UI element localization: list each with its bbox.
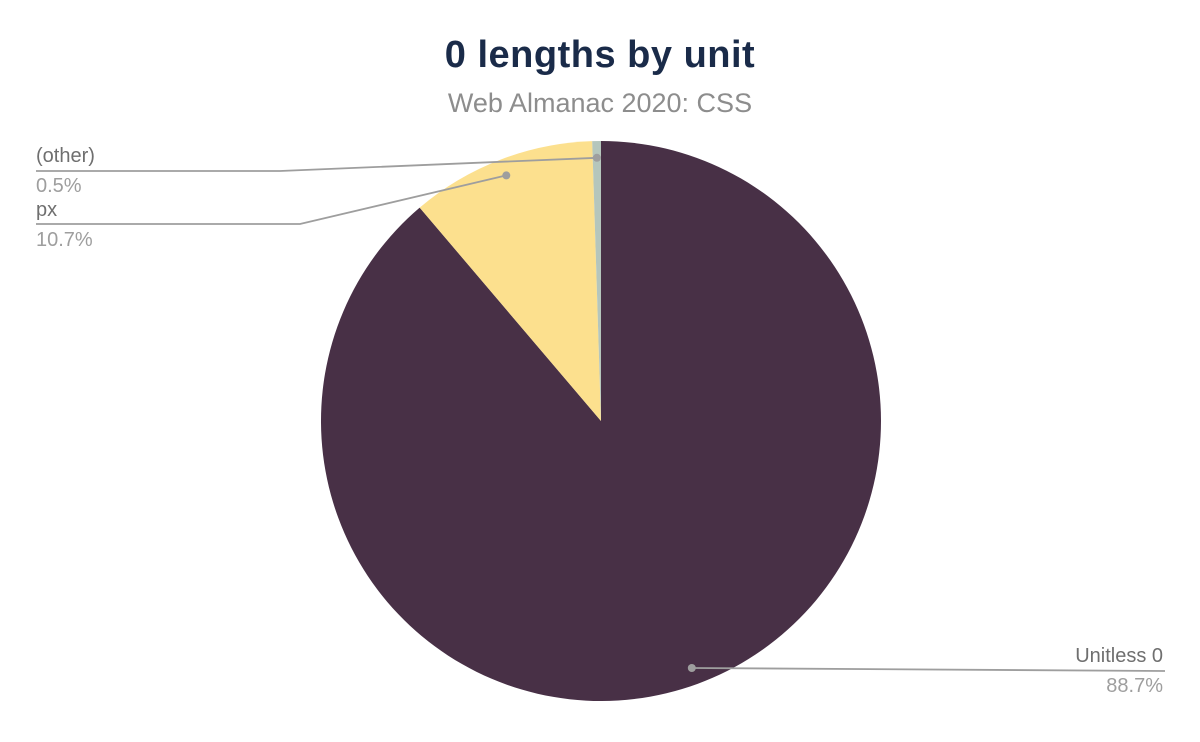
chart-subtitle: Web Almanac 2020: CSS	[447, 88, 753, 118]
callout-px: px 10.7%	[36, 198, 93, 252]
callout-other-percent: 0.5%	[36, 175, 82, 197]
callout-unitless-0-percent: 88.7%	[1106, 675, 1163, 697]
chart-title: 0 lengths by unit	[444, 34, 756, 76]
callout-px-label: px	[36, 199, 58, 221]
pie-slice-other	[592, 141, 601, 421]
pie-slices	[320, 141, 881, 701]
anchor-dot-px	[502, 171, 511, 180]
anchor-dot-unitless-0	[687, 664, 696, 672]
anchor-dot-other	[592, 153, 601, 162]
leader-line-other	[36, 156, 597, 172]
callout-px-percent: 10.7%	[36, 229, 93, 251]
leader-line-px	[36, 174, 507, 225]
callout-leader-lines	[36, 156, 1166, 672]
pie-slice-unitless-0	[320, 141, 881, 701]
pie-slice-px	[419, 141, 601, 421]
leader-line-unitless-0	[691, 667, 1166, 672]
callout-unitless-0-label: Unitless 0	[1075, 645, 1163, 667]
callout-anchor-dots	[502, 153, 696, 672]
callout-other-label: (other)	[36, 145, 95, 167]
callout-unitless-0: Unitless 0 88.7%	[1075, 644, 1163, 698]
callout-other: (other) 0.5%	[36, 144, 95, 198]
